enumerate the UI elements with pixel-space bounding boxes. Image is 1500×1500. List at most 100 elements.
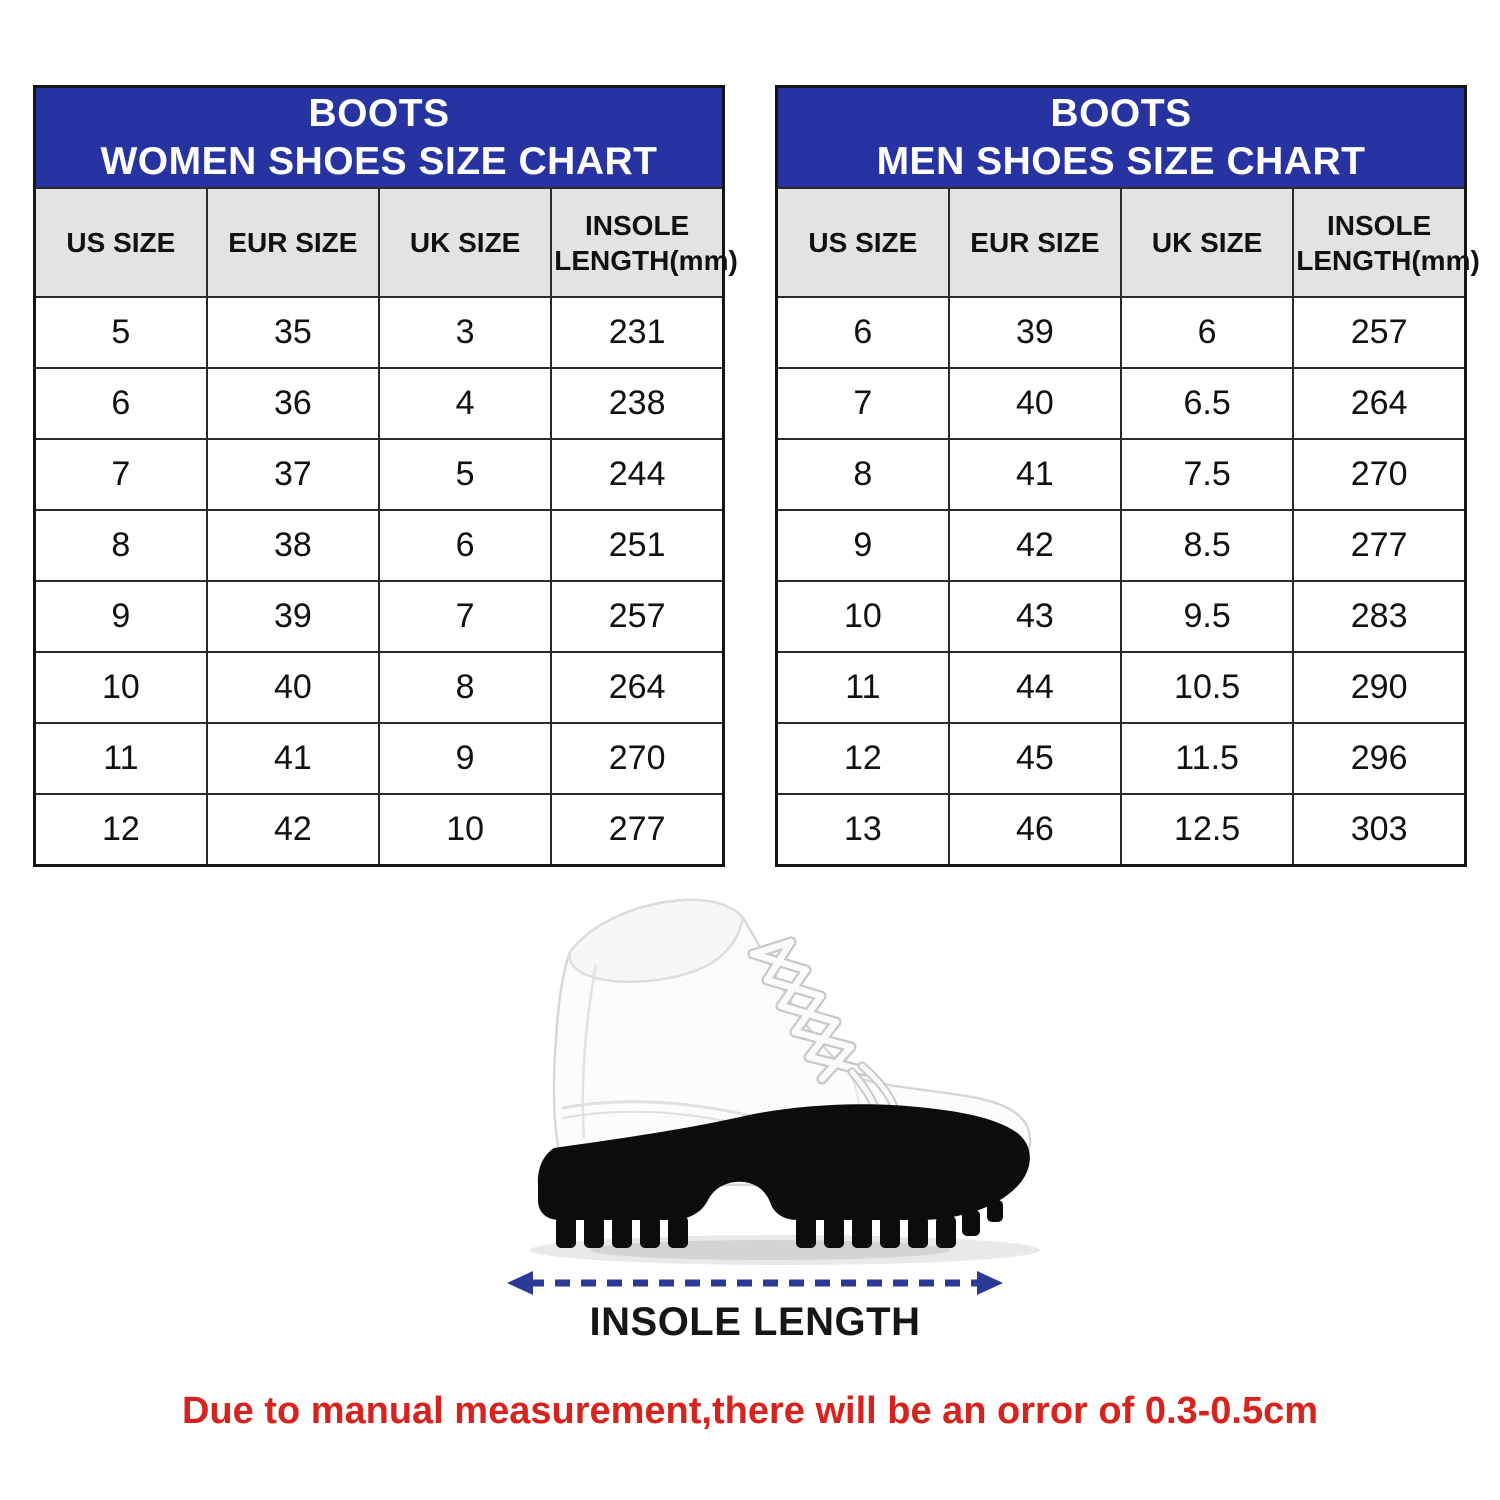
table-cell: 270 [550,722,725,796]
table-cell: 270 [1292,438,1467,512]
column-header-insole-length: INSOLE LENGTH(mm) [550,187,738,299]
table-cell: 41 [947,438,1123,512]
boot-sole-lugs [556,1200,1003,1248]
table-row: 10 40 8 264 [33,651,725,725]
men-banner-line1: BOOTS [1050,92,1192,135]
table-cell: 9.5 [1119,580,1295,654]
table-cell: 238 [550,367,725,441]
women-banner-line2: WOMEN SHOES SIZE CHART [100,139,658,183]
table-cell: 37 [205,438,381,512]
table-cell: 257 [1292,296,1467,370]
table-row: 12 45 11.5 296 [775,722,1467,796]
table-row: 11 44 10.5 290 [775,651,1467,725]
table-cell: 277 [1292,509,1467,583]
table-cell: 8 [33,509,208,583]
boot-image [500,890,1060,1270]
table-row: 7 37 5 244 [33,438,725,512]
table-cell: 8 [775,438,950,512]
table-cell: 10 [377,793,553,867]
table-cell: 7 [775,367,950,441]
column-header-insole-length: INSOLE LENGTH(mm) [1292,187,1480,299]
table-cell: 6 [33,367,208,441]
table-cell: 5 [377,438,553,512]
table-cell: 296 [1292,722,1467,796]
boot-illustration-svg [530,898,1040,1265]
table-cell: 6 [1119,296,1295,370]
men-column-header-row: US SIZE EUR SIZE UK SIZE INSOLE LENGTH(m… [775,187,1480,299]
table-cell: 7.5 [1119,438,1295,512]
table-row: 8 38 6 251 [33,509,725,583]
table-row: 6 39 6 257 [775,296,1467,370]
boot-sole [537,1104,1030,1220]
table-cell: 40 [205,651,381,725]
table-row: 8 41 7.5 270 [775,438,1467,512]
table-cell: 277 [550,793,725,867]
table-cell: 7 [33,438,208,512]
table-cell: 11.5 [1119,722,1295,796]
double-arrow-icon [507,1271,1003,1295]
table-cell: 9 [775,509,950,583]
table-cell: 10 [775,580,950,654]
table-row: 12 42 10 277 [33,793,725,867]
table-cell: 45 [947,722,1123,796]
table-cell: 251 [550,509,725,583]
table-cell: 4 [377,367,553,441]
table-cell: 42 [947,509,1123,583]
table-cell: 303 [1292,793,1467,867]
insole-length-arrow [505,1266,1005,1300]
table-row: 13 46 12.5 303 [775,793,1467,867]
column-header-us-size: US SIZE [33,187,208,299]
women-size-table: BOOTS WOMEN SHOES SIZE CHART US SIZE EUR… [33,85,738,868]
men-size-table: BOOTS MEN SHOES SIZE CHART US SIZE EUR S… [775,85,1480,868]
table-cell: 46 [947,793,1123,867]
women-banner-line1: BOOTS [308,92,450,135]
table-cell: 42 [205,793,381,867]
table-cell: 264 [550,651,725,725]
table-cell: 13 [775,793,950,867]
table-row: 11 41 9 270 [33,722,725,796]
table-row: 9 39 7 257 [33,580,725,654]
table-row: 9 42 8.5 277 [775,509,1467,583]
table-cell: 231 [550,296,725,370]
table-cell: 11 [775,651,950,725]
table-cell: 8.5 [1119,509,1295,583]
table-cell: 39 [947,296,1123,370]
women-table-banner: BOOTS WOMEN SHOES SIZE CHART [33,85,725,190]
boot-collar [568,898,745,983]
table-cell: 40 [947,367,1123,441]
table-cell: 283 [1292,580,1467,654]
table-cell: 10.5 [1119,651,1295,725]
table-row: 5 35 3 231 [33,296,725,370]
table-cell: 41 [205,722,381,796]
table-cell: 9 [377,722,553,796]
table-cell: 12 [775,722,950,796]
men-banner-line2: MEN SHOES SIZE CHART [876,139,1366,183]
table-cell: 39 [205,580,381,654]
table-cell: 290 [1292,651,1467,725]
men-table-banner: BOOTS MEN SHOES SIZE CHART [775,85,1467,190]
table-cell: 5 [33,296,208,370]
table-cell: 35 [205,296,381,370]
column-header-uk-size: UK SIZE [1119,187,1295,299]
table-cell: 6 [377,509,553,583]
table-row: 10 43 9.5 283 [775,580,1467,654]
table-cell: 44 [947,651,1123,725]
table-cell: 264 [1292,367,1467,441]
women-column-header-row: US SIZE EUR SIZE UK SIZE INSOLE LENGTH(m… [33,187,738,299]
column-header-eur-size: EUR SIZE [205,187,381,299]
insole-length-label: INSOLE LENGTH [589,1300,921,1344]
table-cell: 6.5 [1119,367,1295,441]
disclaimer-text: Due to manual measurement,there will be … [181,1390,1319,1432]
table-cell: 8 [377,651,553,725]
table-cell: 257 [550,580,725,654]
table-cell: 38 [205,509,381,583]
table-cell: 6 [775,296,950,370]
table-cell: 10 [33,651,208,725]
column-header-eur-size: EUR SIZE [947,187,1123,299]
table-cell: 9 [33,580,208,654]
table-cell: 244 [550,438,725,512]
table-cell: 3 [377,296,553,370]
table-row: 6 36 4 238 [33,367,725,441]
column-header-us-size: US SIZE [775,187,950,299]
